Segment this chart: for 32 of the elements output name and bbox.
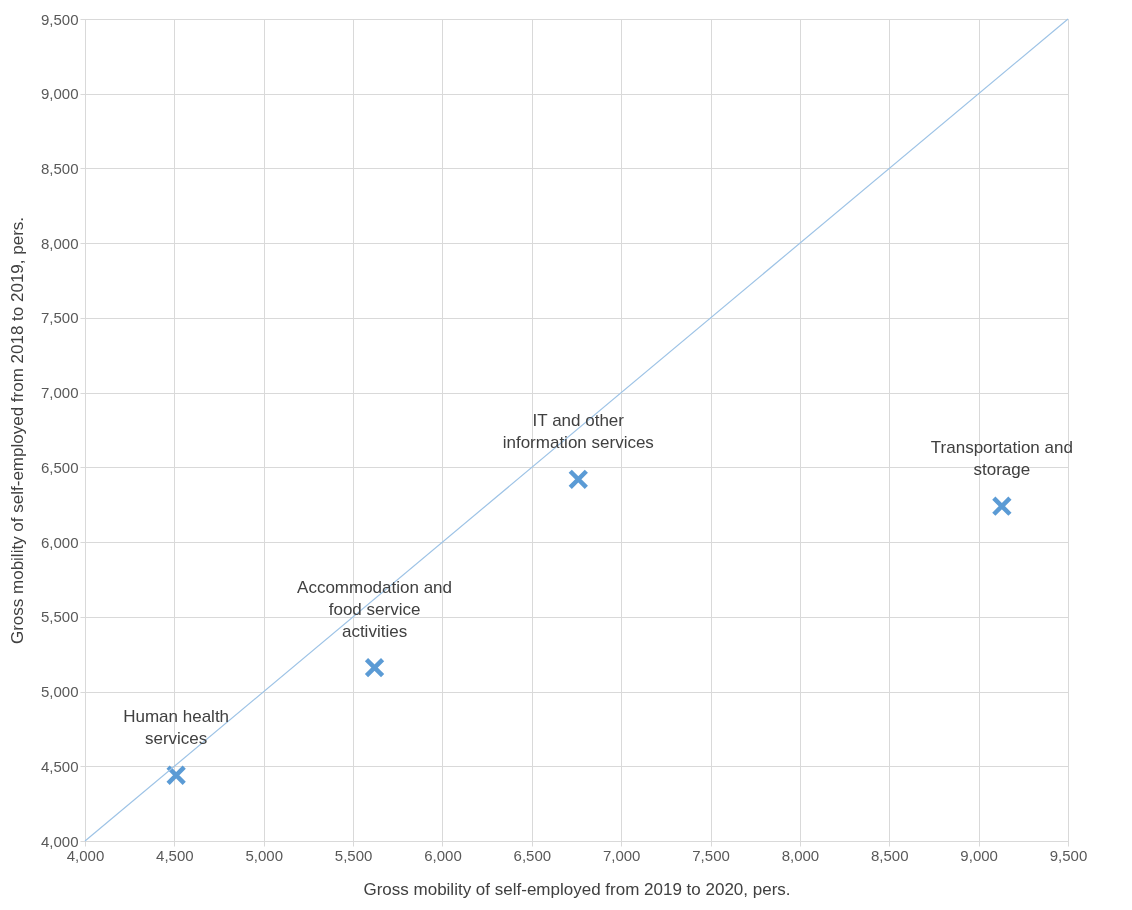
point [991,495,1013,517]
y-tick-label: 8,000 [40,234,79,252]
annotation: IT and other information services [502,411,654,453]
y-tick-label: 6,500 [40,458,79,476]
y-tick-label: 7,500 [40,309,79,327]
y-tick-label: 9,000 [40,85,79,103]
x-tick-label: 7,500 [692,846,730,864]
x-axis-title: Gross mobility of self-employed from 2019 to 2020, pers. [363,879,791,899]
y-tick-label: 5,500 [40,608,79,626]
point [567,469,589,490]
x-tick-label: 8,500 [871,846,909,864]
x-tick-label: 6,000 [424,846,462,864]
annotation: Accommodation and food service activities [297,577,453,641]
y-tick-label: 7,000 [40,384,79,402]
annotation: Transportation and storage [930,438,1073,480]
x-tick-label: 4,500 [156,846,194,864]
x-tick-label: 5,000 [245,846,283,864]
point [364,657,385,678]
x-tick-label: 5,500 [334,846,373,864]
y-tick-label: 9,500 [40,10,79,28]
y-tick-label: 6,000 [40,533,79,551]
x-tick-label: 6,500 [513,846,552,864]
y-tick-label: 5,000 [40,683,79,701]
annotation: Human health services [123,707,230,749]
point [165,764,187,786]
y-axis-title: Gross mobility of self-employed from 2018 to 2019, pers. [7,216,27,645]
x-tick-label: 7,000 [602,846,641,864]
y-tick-label: 4,500 [40,757,79,775]
y-tick-label: 8,500 [40,159,79,177]
x-tick-label: 9,500 [1049,846,1088,864]
x-tick-label: 8,000 [781,846,820,864]
x-tick-label: 9,000 [960,846,998,864]
